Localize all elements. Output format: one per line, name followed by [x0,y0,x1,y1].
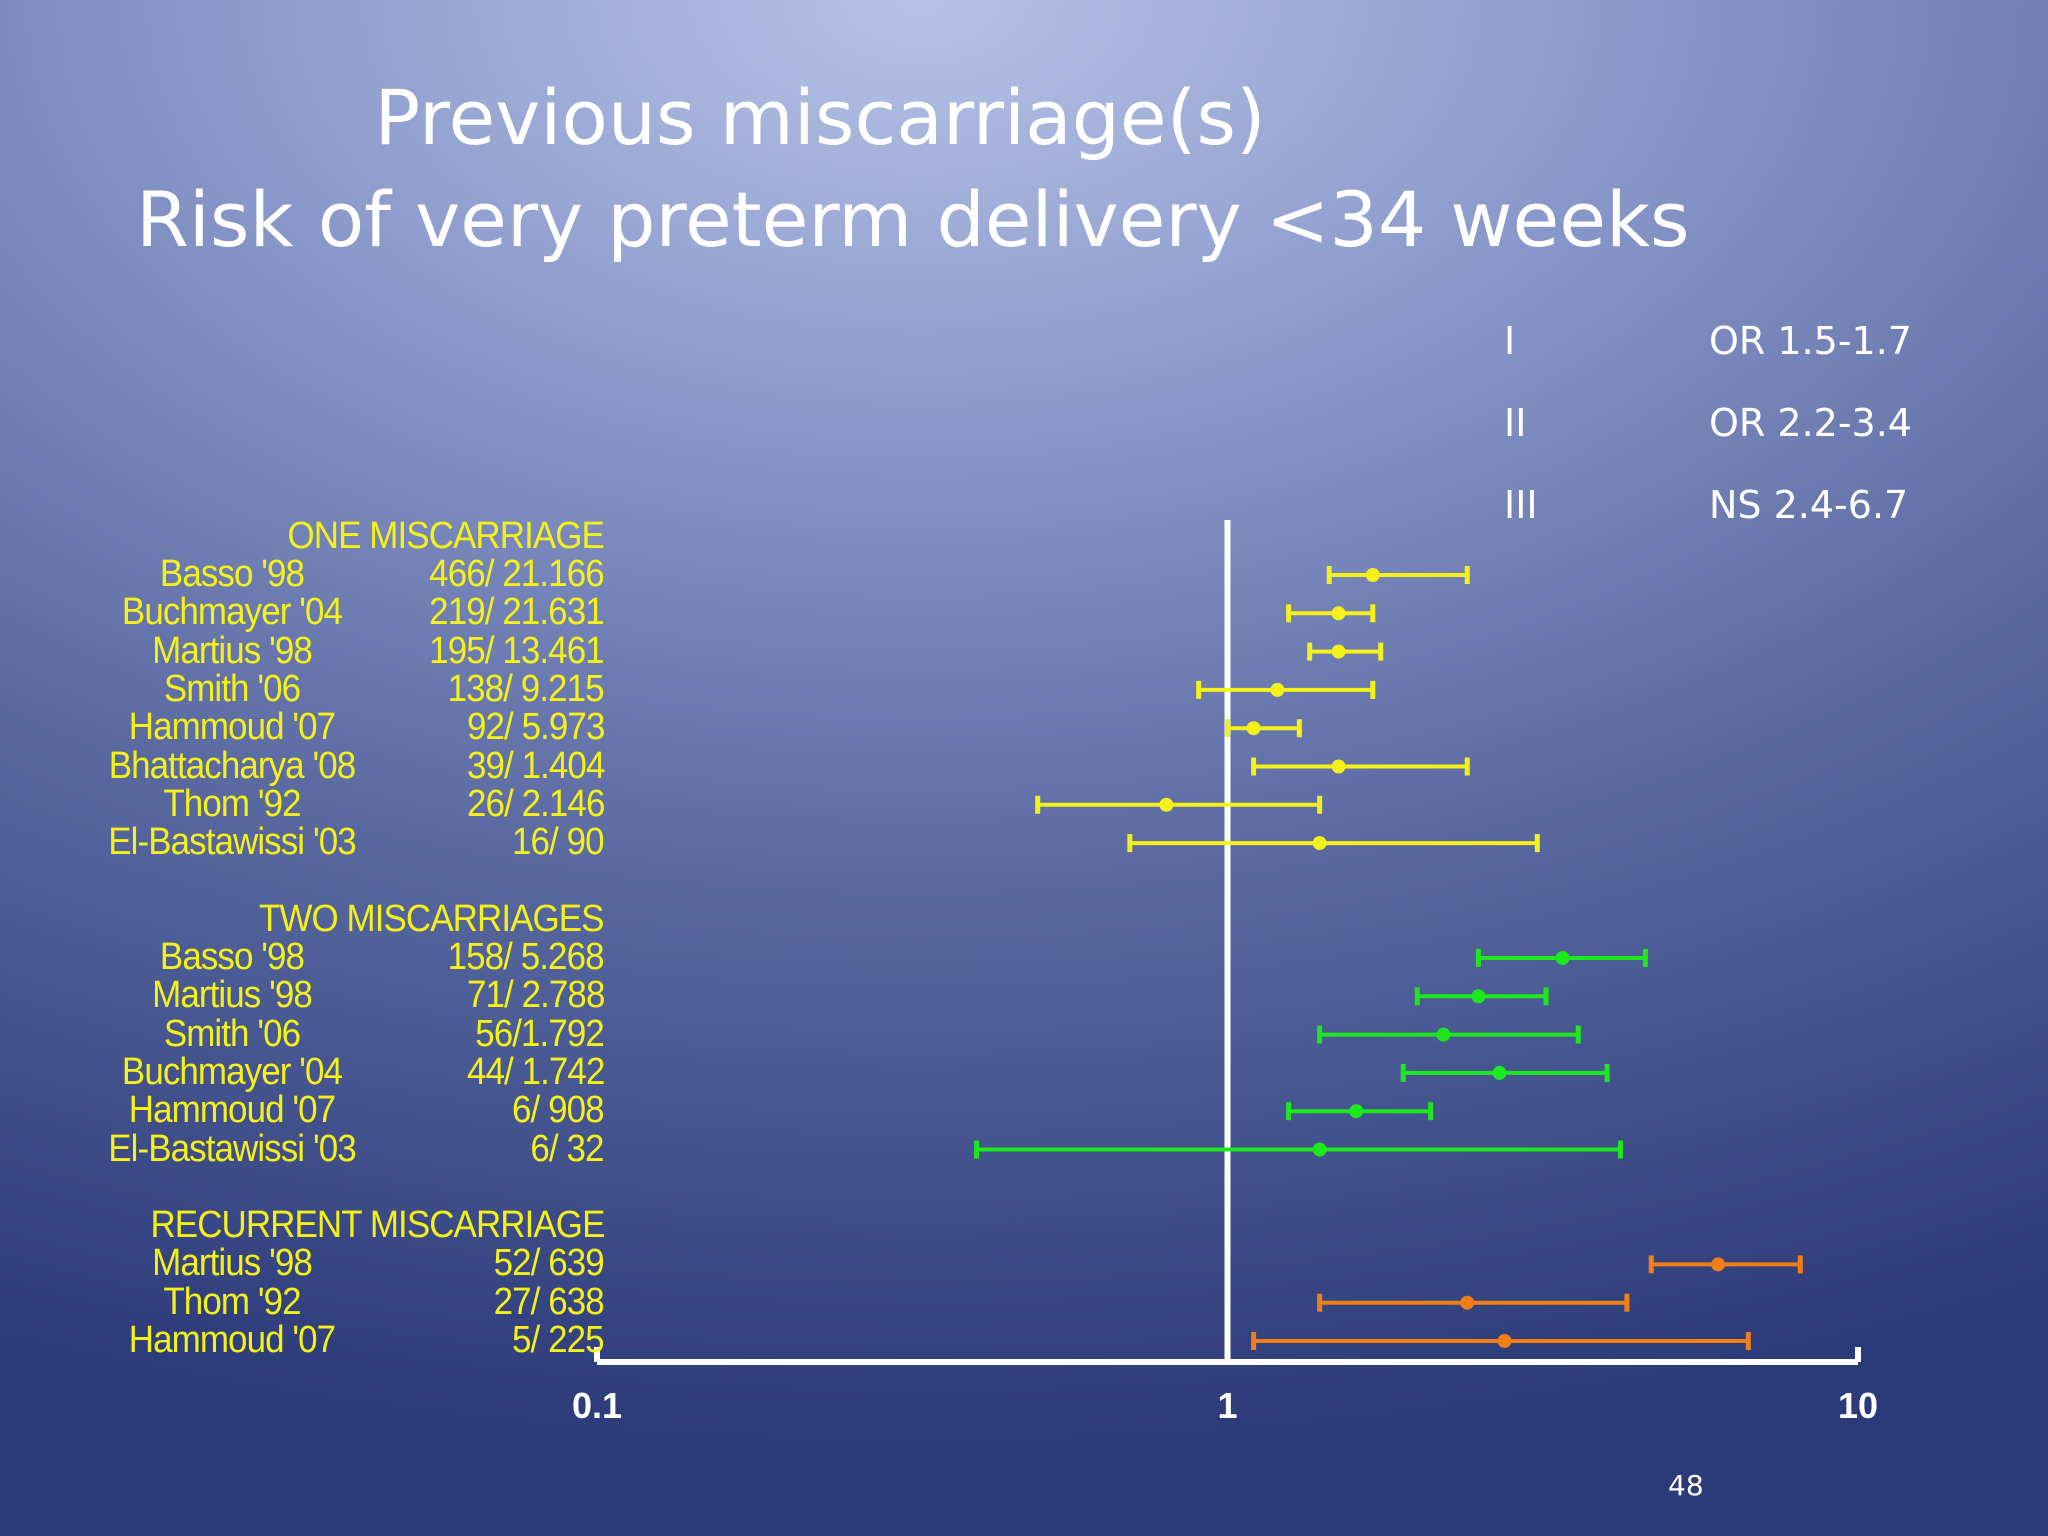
odds-ratio-point [1331,606,1346,621]
odds-ratio-point [1246,721,1261,736]
group-heading: TWO MISCARRIAGES [259,897,605,940]
study-count: 52/ 639 [493,1242,605,1285]
legend-key-3: III [1504,483,1538,527]
study-count: 158/ 5.268 [447,936,605,978]
study-name: Martius '98 [152,974,313,1017]
study-name: Martius '98 [152,629,313,672]
legend-value-2: OR 2.2-3.4 [1709,401,1912,445]
odds-ratio-point [1471,989,1486,1004]
study-name: Thom '92 [163,1280,301,1323]
study-name: Martius '98 [152,1242,313,1285]
study-count: 6/ 908 [512,1089,605,1132]
odds-ratio-point [1349,1104,1364,1119]
odds-ratio-point [1270,682,1285,697]
odds-ratio-point [1331,644,1346,659]
study-name: Smith '06 [163,667,301,710]
study-count: 219/ 21.631 [429,591,604,634]
study-count: 56/1.792 [475,1012,605,1055]
study-name: Hammoud '07 [128,706,336,749]
odds-ratio-point [1460,1295,1475,1310]
study-count: 71/ 2.788 [466,974,604,1017]
study-count: 27/ 638 [493,1280,605,1323]
study-name: Bhattacharya '08 [108,744,356,787]
study-count: 26/ 2.146 [466,782,604,825]
study-count: 5/ 225 [512,1319,605,1361]
study-count: 138/ 9.215 [447,667,605,710]
odds-ratio-point [1436,1027,1451,1042]
page-number: 48 [1668,1469,1704,1502]
odds-ratio-point [1312,1142,1327,1157]
study-name: Hammoud '07 [128,1319,336,1361]
group-heading: RECURRENT MISCARRIAGE [150,1204,605,1247]
study-count: 6/ 32 [530,1127,605,1170]
odds-ratio-point [1159,797,1174,812]
x-tick-label: 1 [1217,1385,1238,1426]
odds-ratio-point [1711,1257,1726,1272]
legend-value-3: NS 2.4-6.7 [1709,483,1909,527]
slide-subtitle: Risk of very preterm delivery <34 weeks [136,175,1690,264]
study-count: 92/ 5.973 [466,706,604,749]
legend-value-1: OR 1.5-1.7 [1709,319,1912,363]
odds-ratio-point [1331,759,1346,774]
study-name: Buchmayer '04 [121,591,343,634]
legend-key-2: II [1504,401,1527,445]
study-name: Buchmayer '04 [121,1050,343,1093]
study-count: 195/ 13.461 [429,629,604,672]
study-name: Basso '98 [159,936,305,978]
x-tick-label: 0.1 [571,1385,623,1426]
odds-ratio-point [1492,1065,1507,1080]
odds-ratio-point [1365,568,1380,582]
study-name: Hammoud '07 [128,1089,336,1132]
study-name: Thom '92 [163,782,301,825]
group-heading: ONE MISCARRIAGE [287,514,605,557]
study-count: 44/ 1.742 [466,1050,604,1093]
study-name: Smith '06 [163,1012,301,1055]
odds-ratio-point [1497,1334,1512,1348]
study-name: Basso '98 [159,553,305,595]
study-count: 466/ 21.166 [429,553,604,595]
slide-title: Previous miscarriage(s) [374,73,1266,162]
study-name: El-Bastawissi '03 [108,1127,356,1170]
odds-ratio-point [1555,951,1570,965]
odds-ratio-point [1312,836,1327,851]
study-count: 39/ 1.404 [466,744,604,787]
study-count: 16/ 90 [512,821,605,864]
x-tick-label: 10 [1837,1385,1879,1426]
legend-key-1: I [1504,319,1516,363]
study-name: El-Bastawissi '03 [108,821,356,864]
